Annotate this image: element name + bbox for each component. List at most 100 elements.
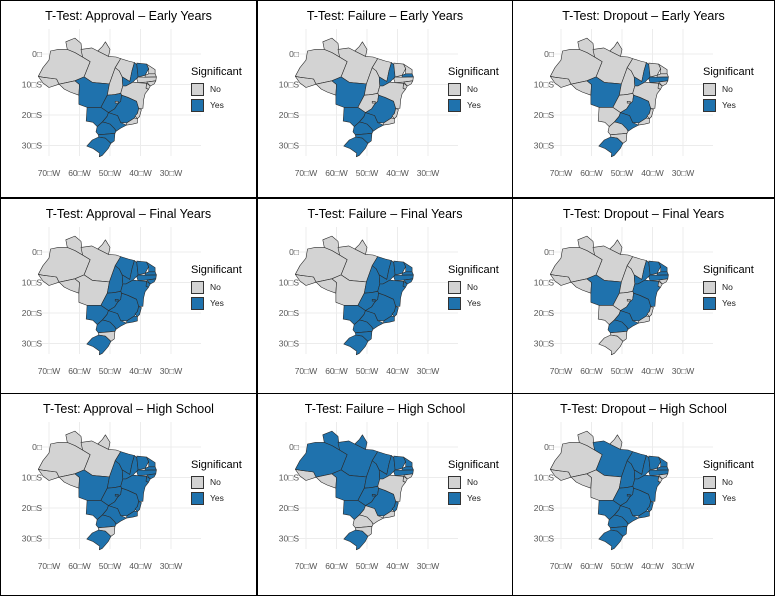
legend: Significant No Yes bbox=[703, 66, 754, 113]
panel-title: T-Test: Dropout – Early Years bbox=[562, 9, 725, 23]
legend-label-no: No bbox=[467, 282, 478, 292]
brazil-map: 70□W 60□W 50□W 40□W 30□W 0□ 10□S 20□S 30□S bbox=[534, 227, 713, 376]
state-ap bbox=[354, 239, 368, 255]
map-panel-1: T-Test: Approval – Early Years 70□W 60□W 50… bbox=[0, 0, 257, 198]
legend-label-yes: Yes bbox=[210, 100, 224, 110]
brazil-map: 70□W 60□W 50□W 40□W 30□W 0□ 10□S 20□S 30□S bbox=[534, 29, 713, 178]
state-ap bbox=[354, 434, 368, 450]
legend-swatch-no bbox=[703, 475, 716, 489]
legend-item-no: No bbox=[448, 279, 499, 295]
legend-swatch-no bbox=[448, 82, 461, 96]
panel-title: T-Test: Approval – Early Years bbox=[45, 9, 212, 23]
lat-tick-label: 10□S bbox=[534, 80, 555, 90]
state-al bbox=[403, 473, 414, 480]
lat-tick-label: 30□S bbox=[22, 141, 43, 151]
legend-label-yes: Yes bbox=[210, 493, 224, 503]
legend-label-no: No bbox=[467, 84, 478, 94]
state-rj bbox=[638, 315, 650, 324]
legend-title: Significant bbox=[191, 459, 242, 471]
state-ap bbox=[609, 239, 623, 255]
state-df bbox=[371, 494, 376, 497]
legend-item-no: No bbox=[448, 474, 499, 490]
legend-swatch-yes bbox=[703, 296, 716, 310]
state-rr bbox=[65, 430, 83, 451]
state-ap bbox=[354, 41, 368, 57]
lon-tick-label: 50□W bbox=[356, 168, 379, 178]
legend-swatch-yes bbox=[191, 296, 204, 310]
legend-item-no: No bbox=[703, 474, 754, 490]
lat-tick-label: 30□S bbox=[534, 339, 555, 349]
state-al bbox=[146, 80, 157, 87]
legend-title: Significant bbox=[703, 66, 754, 78]
lon-tick-label: 40□W bbox=[129, 366, 152, 376]
state-rj bbox=[126, 117, 138, 126]
map-panel-5: T-Test: Failure – Final Years 70□W 60□W 50□… bbox=[257, 198, 513, 394]
lon-tick-label: 50□W bbox=[356, 366, 379, 376]
legend-label-no: No bbox=[722, 477, 733, 487]
legend-swatch-yes bbox=[448, 98, 461, 112]
lat-tick-label: 20□S bbox=[279, 503, 300, 513]
legend-item-no: No bbox=[448, 81, 499, 97]
lon-tick-label: 30□W bbox=[160, 561, 183, 571]
state-rj bbox=[383, 315, 395, 324]
state-ap bbox=[97, 434, 111, 450]
legend-title: Significant bbox=[448, 264, 499, 276]
lat-tick-label: 20□S bbox=[22, 110, 43, 120]
state-mg bbox=[365, 94, 396, 124]
legend: Significant No Yes bbox=[191, 459, 242, 506]
lat-tick-label: 30□S bbox=[22, 339, 43, 349]
lat-tick-label: 0□ bbox=[544, 49, 554, 59]
state-df bbox=[371, 101, 376, 104]
state-rs bbox=[86, 529, 112, 551]
legend-label-yes: Yes bbox=[722, 100, 736, 110]
legend-label-yes: Yes bbox=[210, 298, 224, 308]
lat-tick-label: 30□S bbox=[22, 534, 43, 544]
legend-swatch-no bbox=[703, 82, 716, 96]
brazil-map: 70□W 60□W 50□W 40□W 30□W 0□ 10□S 20□S 30□S bbox=[22, 422, 201, 571]
lon-tick-label: 40□W bbox=[386, 366, 409, 376]
lat-tick-label: 20□S bbox=[279, 308, 300, 318]
legend-item-no: No bbox=[191, 474, 242, 490]
legend-label-yes: Yes bbox=[722, 493, 736, 503]
lon-tick-label: 30□W bbox=[417, 561, 440, 571]
state-rj bbox=[126, 315, 138, 324]
state-al bbox=[403, 80, 414, 87]
lon-tick-label: 70□W bbox=[295, 168, 318, 178]
legend-label-no: No bbox=[210, 282, 221, 292]
legend-swatch-no bbox=[191, 82, 204, 96]
panel-title: T-Test: Approval – Final Years bbox=[45, 207, 212, 221]
lon-tick-label: 60□W bbox=[68, 561, 91, 571]
legend-title: Significant bbox=[448, 459, 499, 471]
lat-tick-label: 10□S bbox=[279, 278, 300, 288]
lon-tick-label: 40□W bbox=[641, 561, 664, 571]
lon-tick-label: 60□W bbox=[68, 366, 91, 376]
legend-label-no: No bbox=[467, 477, 478, 487]
lon-tick-label: 70□W bbox=[38, 168, 61, 178]
legend-item-yes: Yes bbox=[703, 295, 754, 311]
legend-title: Significant bbox=[703, 459, 754, 471]
lon-tick-label: 60□W bbox=[68, 168, 91, 178]
state-rj bbox=[126, 510, 138, 519]
legend-swatch-no bbox=[703, 280, 716, 294]
legend-label-no: No bbox=[722, 282, 733, 292]
legend-item-no: No bbox=[191, 81, 242, 97]
map-panel-2: T-Test: Failure – Early Years 70□W 60□W 50□… bbox=[257, 0, 513, 198]
state-pr bbox=[607, 319, 629, 334]
lon-tick-label: 60□W bbox=[325, 366, 348, 376]
lat-tick-label: 0□ bbox=[544, 247, 554, 257]
state-pr bbox=[95, 319, 117, 334]
state-rj bbox=[638, 117, 650, 126]
brazil-map: 70□W 60□W 50□W 40□W 30□W 0□ 10□S 20□S 30□S bbox=[22, 227, 201, 376]
lat-tick-label: 0□ bbox=[32, 49, 42, 59]
state-ap bbox=[97, 41, 111, 57]
lon-tick-label: 30□W bbox=[672, 561, 695, 571]
state-pr bbox=[352, 514, 374, 529]
lon-tick-label: 30□W bbox=[417, 168, 440, 178]
lat-tick-label: 0□ bbox=[289, 442, 299, 452]
state-pr bbox=[352, 121, 374, 136]
lon-tick-label: 50□W bbox=[611, 366, 634, 376]
state-mg bbox=[108, 292, 139, 322]
lon-tick-label: 60□W bbox=[325, 168, 348, 178]
legend-label-yes: Yes bbox=[467, 493, 481, 503]
